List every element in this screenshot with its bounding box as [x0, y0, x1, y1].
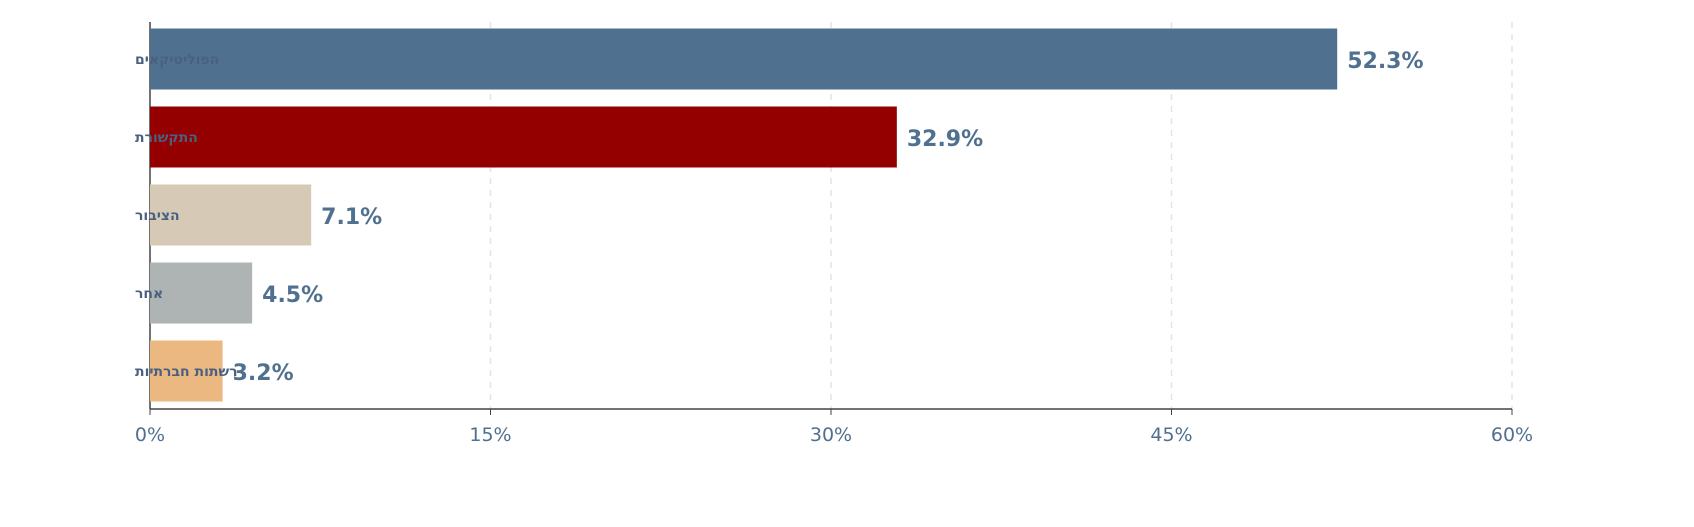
bar [150, 340, 223, 402]
bar-value-label: 32.9% [907, 127, 983, 152]
x-tick-label: 0% [135, 424, 165, 446]
bar [150, 106, 897, 168]
category-label: הציבור [135, 208, 180, 224]
category-label: הפוליטיקאים [135, 52, 219, 68]
category-label: רשתות חברתיות [135, 364, 238, 380]
bar [150, 184, 312, 246]
bar-value-label: 7.1% [321, 205, 382, 230]
x-tick-label: 15% [469, 424, 511, 446]
x-tick-label: 45% [1150, 424, 1192, 446]
category-label: אחר [135, 286, 163, 302]
x-tick-label: 30% [810, 424, 852, 446]
x-tick-label: 60% [1491, 424, 1533, 446]
category-label: התקשורת [135, 130, 198, 146]
bar [150, 262, 253, 324]
bar [150, 28, 1338, 90]
bar-value-label: 4.5% [262, 283, 323, 308]
bar-value-label: 52.3% [1347, 49, 1423, 74]
bar-value-label: 3.2% [233, 361, 294, 386]
